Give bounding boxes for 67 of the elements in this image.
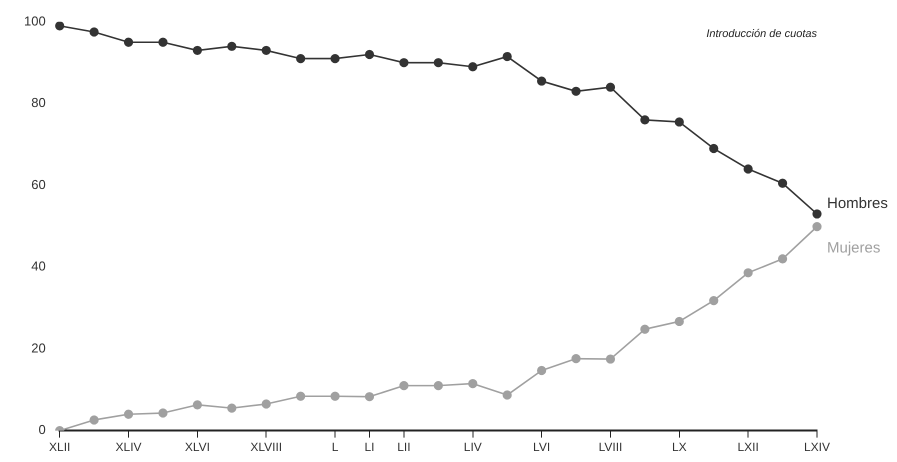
- point: [364, 50, 374, 60]
- x-tick-label: LXII: [737, 440, 759, 454]
- y-tick-label: 20: [31, 340, 46, 356]
- point: [606, 82, 616, 92]
- x-tick-label: LIV: [464, 440, 482, 454]
- x-tick-label: XLIV: [116, 440, 142, 454]
- point: [434, 58, 443, 68]
- point: [296, 392, 306, 401]
- point: [537, 366, 546, 376]
- point: [434, 381, 443, 390]
- point: [262, 46, 271, 56]
- point: [537, 76, 546, 86]
- point: [330, 392, 340, 401]
- point: [709, 296, 718, 306]
- annotation: Introducción de cuotas: [706, 28, 818, 40]
- x-tick-label: LII: [397, 440, 411, 454]
- point: [468, 378, 478, 388]
- point: [812, 209, 822, 219]
- x-tick-label: L: [332, 440, 339, 454]
- x-tick-label: XLVIII: [250, 440, 282, 454]
- y-tick-label: 40: [31, 258, 46, 274]
- point: [399, 381, 409, 390]
- x-tick-label: LI: [364, 440, 375, 454]
- x-tick-label: LVI: [533, 440, 550, 454]
- x-tick-label: LXIV: [804, 440, 830, 454]
- point: [55, 22, 64, 30]
- x-tick-label: LX: [672, 440, 687, 454]
- point: [709, 144, 718, 154]
- point: [124, 410, 134, 419]
- point: [744, 268, 753, 278]
- x-tick-label: XLII: [49, 440, 70, 454]
- point: [571, 86, 581, 96]
- point: [227, 42, 236, 51]
- point: [640, 324, 650, 334]
- y-tick-label: 100: [24, 13, 46, 28]
- point: [674, 316, 684, 326]
- y-tick-label: 60: [31, 176, 46, 192]
- point: [571, 354, 581, 364]
- point: [364, 392, 374, 402]
- point: [124, 38, 134, 47]
- point: [812, 222, 822, 232]
- x-tick-label: XLVI: [184, 440, 210, 454]
- point: [399, 58, 409, 68]
- point: [778, 254, 788, 264]
- x-tick-label: LVIII: [598, 440, 622, 454]
- y-tick-label: 80: [31, 95, 46, 110]
- point: [192, 46, 202, 56]
- point: [330, 54, 340, 64]
- point: [468, 62, 478, 72]
- point: [192, 400, 202, 410]
- point: [90, 415, 99, 425]
- point: [502, 390, 512, 400]
- point: [227, 404, 236, 413]
- point: [158, 38, 168, 47]
- point: [640, 115, 650, 125]
- series-label: Hombres: [827, 195, 888, 212]
- point: [502, 52, 512, 62]
- point: [778, 178, 788, 188]
- point: [674, 117, 684, 127]
- point: [296, 54, 306, 64]
- series-label: Mujeres: [827, 240, 880, 257]
- point: [90, 27, 99, 37]
- point: [262, 399, 271, 409]
- point: [606, 354, 616, 364]
- y-tick-label: 0: [38, 422, 46, 438]
- point: [158, 408, 168, 418]
- point: [744, 164, 753, 174]
